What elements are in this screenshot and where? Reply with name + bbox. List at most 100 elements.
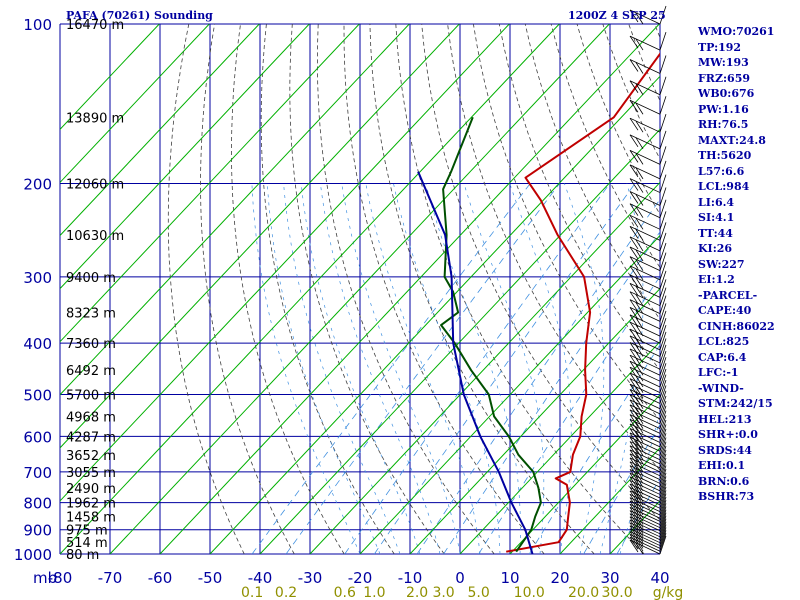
barb-shaft — [629, 500, 661, 516]
dry-adiabat — [343, 24, 545, 554]
barb-shaft — [629, 35, 661, 51]
barb-tail — [659, 490, 667, 509]
dry-adiabat — [200, 24, 295, 554]
barb-flag — [629, 299, 639, 312]
barb-shaft — [629, 472, 661, 488]
barb-shaft — [629, 99, 661, 115]
barb-shaft — [629, 453, 661, 469]
wind-barb — [629, 160, 667, 180]
wind-barb — [629, 114, 667, 133]
barb-flag — [635, 375, 644, 388]
index-item: -PARCEL- — [698, 288, 758, 302]
barb-shaft — [629, 226, 661, 241]
moist-adiabat — [320, 183, 441, 554]
barb-shaft — [629, 265, 661, 281]
mixing-ratio-label: 1.0 — [363, 585, 385, 600]
barb-shaft — [629, 469, 661, 484]
barb-tail — [659, 199, 667, 218]
profile-lines — [417, 52, 660, 554]
barb-flag — [635, 540, 644, 552]
index-item: MAXT:24.8 — [698, 133, 766, 147]
barb-tail — [659, 472, 667, 491]
temperature-tick-label: -70 — [98, 569, 123, 587]
height-label: 13890 m — [66, 111, 124, 126]
barb-shaft — [629, 525, 661, 541]
moist-adiabat — [266, 183, 381, 554]
barb-tail — [659, 338, 667, 357]
barb-tail — [659, 445, 667, 464]
barb-flag — [635, 357, 644, 370]
barb-flag — [635, 286, 644, 298]
barb-flag — [629, 215, 639, 228]
height-label: 12060 m — [66, 178, 124, 193]
barb-tail — [659, 357, 667, 376]
barb-tail — [659, 437, 667, 456]
barb-shaft — [629, 418, 661, 434]
skewed-isotherm — [60, 24, 560, 554]
mixing-ratio-line — [285, 183, 560, 554]
mixing-ratio-label: g/kg — [653, 585, 684, 600]
wind-barb — [629, 428, 667, 448]
wind-barb — [629, 5, 667, 25]
index-item: TH:5620 — [698, 149, 752, 162]
height-label: 10630 m — [66, 229, 124, 244]
barb-flag — [629, 191, 639, 204]
wind-barb — [629, 310, 667, 330]
barb-flag — [635, 120, 644, 133]
barb-flag — [629, 536, 639, 550]
barb-shaft — [629, 299, 661, 315]
barb-tail — [659, 363, 667, 382]
barb-tail — [659, 379, 667, 399]
wind-barb — [629, 415, 667, 434]
barb-flag — [629, 291, 639, 304]
barb-tail — [659, 5, 667, 25]
moist-adiabats — [251, 183, 660, 554]
pressure-tick-label: 900 — [23, 522, 52, 540]
barb-tail — [659, 395, 667, 414]
wind-barb — [629, 174, 667, 193]
barb-flag — [635, 268, 644, 281]
barb-flag — [629, 274, 639, 288]
barb-flag — [629, 164, 639, 178]
barb-flag — [635, 525, 644, 538]
barb-shaft — [629, 246, 661, 262]
barb-tail — [659, 530, 667, 549]
barb-flag — [635, 422, 644, 434]
moist-adiabat — [393, 183, 501, 554]
barb-tail — [659, 344, 667, 364]
mixing-ratio-label: 0.2 — [275, 585, 297, 600]
barb-tail — [659, 533, 667, 552]
barb-shaft — [629, 117, 661, 133]
mixing-ratio-line — [443, 231, 660, 554]
mixing-ratio-line — [583, 423, 660, 554]
barb-flag — [635, 397, 644, 409]
barb-shaft — [629, 476, 661, 492]
wind-barb — [629, 390, 667, 410]
dry-adiabat — [395, 24, 645, 554]
wind-barb — [629, 270, 667, 290]
barb-shaft — [629, 528, 661, 544]
mixing-ratio-label: 0.6 — [334, 585, 356, 600]
barb-shaft — [629, 531, 661, 546]
barb-flag — [635, 229, 644, 241]
barb-shaft — [629, 372, 661, 388]
barb-tail — [659, 428, 667, 448]
barb-shaft — [629, 399, 661, 415]
barb-tail — [659, 405, 667, 424]
barb-shaft — [629, 348, 661, 364]
index-item: WB0:676 — [698, 87, 755, 100]
barb-flag — [635, 542, 644, 555]
barb-flag — [635, 407, 644, 420]
barb-tail — [659, 500, 667, 519]
index-item: CINH:86022 — [698, 319, 775, 333]
barb-tail — [659, 146, 667, 165]
temperature-tick-label: -50 — [198, 569, 223, 587]
dry-adiabat — [421, 24, 660, 521]
barb-flag — [629, 226, 639, 239]
height-label: 3055 m — [66, 466, 116, 481]
barb-flag — [635, 167, 644, 180]
wind-barb — [629, 55, 667, 74]
skewed-isotherm — [60, 24, 510, 502]
skewed-isotherm — [559, 447, 660, 554]
index-item: SW:227 — [698, 257, 745, 271]
